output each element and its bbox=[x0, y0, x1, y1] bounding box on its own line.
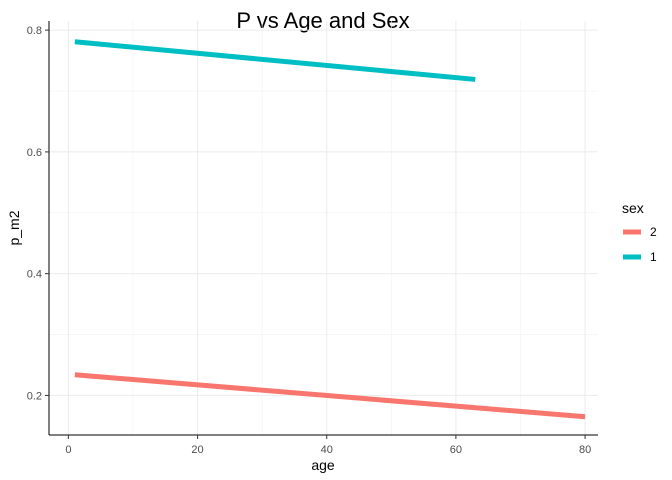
x-axis-title: age bbox=[311, 457, 335, 473]
chart-title: P vs Age and Sex bbox=[236, 8, 409, 33]
legend-label-1: 1 bbox=[650, 250, 657, 264]
legend-title: sex bbox=[622, 200, 644, 216]
y-ticks: 0.2 0.4 0.6 0.8 bbox=[27, 25, 49, 402]
y-axis-title: p_m2 bbox=[6, 210, 22, 245]
legend: sex 21 bbox=[622, 200, 657, 264]
y-tick-label: 0.4 bbox=[27, 269, 42, 281]
series-layer bbox=[74, 39, 586, 420]
x-ticks: 0 20 40 60 80 bbox=[65, 435, 591, 456]
x-tick-label: 80 bbox=[579, 444, 591, 456]
x-tick-label: 60 bbox=[450, 444, 462, 456]
legend-label-2: 2 bbox=[650, 225, 657, 239]
y-tick-label: 0.8 bbox=[27, 25, 42, 37]
x-tick-label: 0 bbox=[65, 444, 71, 456]
y-tick-label: 0.6 bbox=[27, 147, 42, 159]
series-line-sex-2 bbox=[74, 372, 586, 420]
legend-entries: 21 bbox=[623, 225, 657, 264]
grid bbox=[49, 21, 598, 435]
series-line-sex-1 bbox=[74, 39, 476, 82]
y-tick-label: 0.2 bbox=[27, 390, 42, 402]
x-tick-label: 40 bbox=[321, 444, 333, 456]
x-tick-label: 20 bbox=[191, 444, 203, 456]
